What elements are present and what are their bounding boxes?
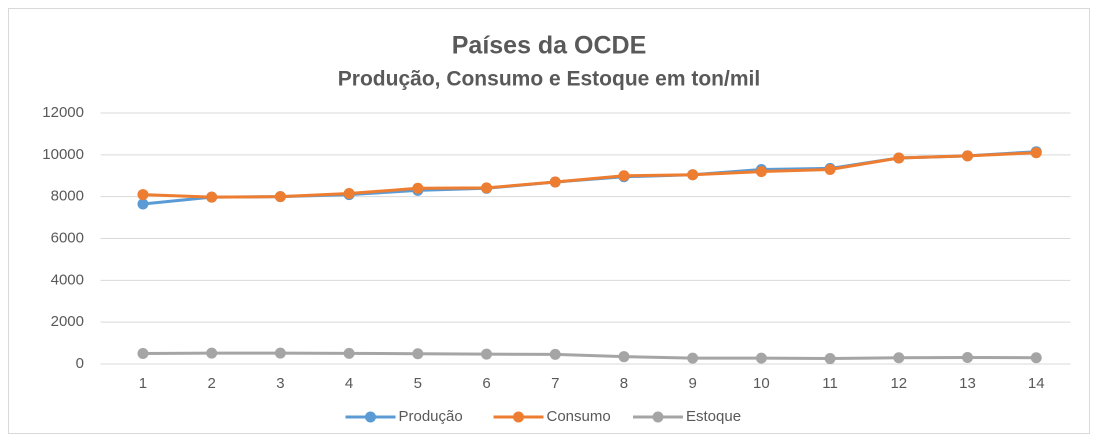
- x-tick-label: 14: [1028, 375, 1045, 392]
- data-point: [343, 188, 355, 200]
- legend-marker: [652, 411, 664, 423]
- chart-frame: [8, 8, 1090, 434]
- y-tick-label: 6000: [51, 229, 84, 246]
- data-point: [824, 163, 836, 175]
- x-tick-label: 2: [207, 375, 215, 392]
- data-point: [687, 169, 699, 181]
- data-point: [412, 182, 424, 194]
- y-tick-label: 4000: [51, 271, 84, 288]
- data-point: [618, 351, 630, 363]
- data-point: [206, 191, 218, 203]
- data-point: [755, 166, 767, 178]
- legend-label: Consumo: [547, 408, 611, 425]
- series-line: [142, 351, 1037, 361]
- data-point: [893, 352, 905, 364]
- x-tick-label: 11: [822, 375, 838, 392]
- data-point: [481, 182, 493, 194]
- data-point: [962, 352, 974, 364]
- legend-marker: [513, 411, 524, 423]
- x-tick-label: 12: [890, 375, 907, 392]
- data-point: [824, 353, 836, 365]
- x-tick-label: 4: [345, 375, 353, 392]
- data-point: [137, 198, 149, 210]
- x-tick-label: 9: [688, 375, 696, 392]
- data-point: [549, 176, 561, 188]
- data-point: [274, 191, 286, 203]
- y-tick-label: 12000: [42, 104, 84, 121]
- x-tick-label: 13: [959, 375, 976, 392]
- data-point: [137, 189, 149, 201]
- data-point: [687, 352, 699, 364]
- data-point: [1030, 147, 1042, 159]
- x-tick-label: 3: [276, 375, 284, 392]
- y-tick-label: 0: [76, 355, 84, 372]
- series-line: [142, 151, 1037, 199]
- legend-label: Estoque: [686, 408, 741, 425]
- x-tick-label: 8: [620, 375, 628, 392]
- data-point: [274, 347, 286, 359]
- data-point: [137, 348, 149, 360]
- data-point: [1030, 352, 1042, 364]
- data-point: [893, 152, 905, 164]
- data-point: [481, 348, 493, 360]
- x-tick-label: 7: [551, 375, 559, 392]
- data-point: [549, 348, 561, 360]
- chart-subtitle: Produção, Consumo e Estoque em ton/mil: [338, 68, 760, 91]
- x-tick-label: 5: [414, 375, 422, 392]
- x-tick-label: 1: [139, 375, 147, 392]
- y-tick-label: 10000: [42, 146, 84, 163]
- y-tick-label: 2000: [51, 313, 84, 330]
- x-tick-label: 6: [482, 375, 490, 392]
- data-point: [618, 170, 630, 182]
- data-point: [206, 347, 218, 359]
- x-tick-label: 10: [753, 375, 770, 392]
- y-tick-label: 8000: [51, 188, 84, 205]
- data-point: [343, 347, 355, 359]
- data-point: [412, 348, 424, 360]
- legend-marker: [365, 411, 376, 423]
- legend-label: Produção: [399, 408, 463, 425]
- data-point: [755, 352, 767, 364]
- chart-title: Países da OCDE: [452, 32, 647, 60]
- data-point: [962, 150, 974, 162]
